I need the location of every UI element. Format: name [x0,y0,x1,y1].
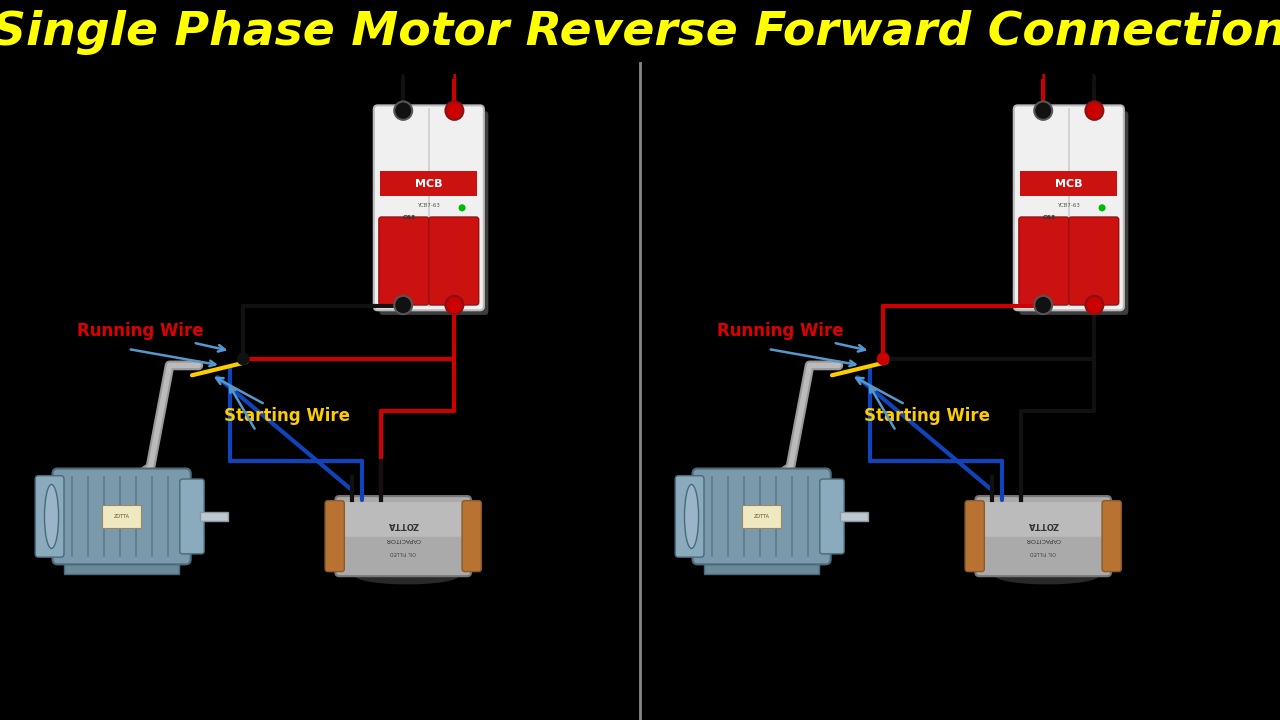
Text: C63: C63 [403,215,416,220]
Ellipse shape [45,485,59,549]
FancyBboxPatch shape [52,469,191,564]
FancyBboxPatch shape [374,105,484,310]
FancyBboxPatch shape [462,500,481,572]
Text: C63: C63 [1043,215,1056,220]
Text: YCB7-63: YCB7-63 [1057,203,1080,207]
FancyBboxPatch shape [343,502,465,537]
FancyBboxPatch shape [380,112,489,315]
FancyBboxPatch shape [335,496,471,576]
Text: N: N [396,63,411,83]
Text: MCB: MCB [415,179,443,189]
Text: CAPACITOR: CAPACITOR [1025,537,1061,542]
FancyBboxPatch shape [35,476,64,557]
Bar [1020,171,1117,196]
Text: Running Wire: Running Wire [77,322,225,351]
Bar [200,512,229,521]
FancyBboxPatch shape [429,217,479,305]
Circle shape [237,352,250,366]
FancyBboxPatch shape [975,496,1111,576]
Circle shape [1098,204,1106,212]
Circle shape [1034,296,1052,314]
Bar [380,171,477,196]
FancyBboxPatch shape [1102,500,1121,572]
Circle shape [445,102,463,120]
FancyBboxPatch shape [64,559,179,574]
Bar [102,505,141,528]
Text: CAPACITOR: CAPACITOR [385,537,421,542]
Ellipse shape [356,568,458,585]
FancyBboxPatch shape [965,500,984,572]
Circle shape [1034,102,1052,120]
Text: ZOTTA: ZOTTA [114,514,129,519]
FancyBboxPatch shape [820,479,845,554]
Circle shape [1085,296,1103,314]
Text: Forward Connection: Forward Connection [178,675,462,699]
FancyBboxPatch shape [325,500,344,572]
Ellipse shape [996,568,1098,585]
Text: N: N [1087,63,1102,83]
FancyBboxPatch shape [1069,217,1119,305]
Text: YCB7-63: YCB7-63 [417,203,440,207]
Text: Reverse Connection: Reverse Connection [819,675,1101,699]
FancyBboxPatch shape [692,469,831,564]
Text: ZOTTA: ZOTTA [388,520,419,528]
Text: Single Phase Motor Reverse Forward Connection: Single Phase Motor Reverse Forward Conne… [0,11,1280,55]
FancyBboxPatch shape [1014,105,1124,310]
Text: OIL FILLED: OIL FILLED [1030,550,1056,555]
Text: MCB: MCB [1055,179,1083,189]
Text: P: P [447,63,462,83]
Circle shape [877,352,890,366]
FancyBboxPatch shape [983,502,1103,537]
Text: Starting Wire: Starting Wire [856,378,989,426]
Circle shape [394,296,412,314]
Text: Starting Wire: Starting Wire [216,378,349,426]
FancyBboxPatch shape [676,476,704,557]
Text: Running Wire: Running Wire [717,322,865,351]
Circle shape [1085,102,1103,120]
FancyBboxPatch shape [179,479,205,554]
Text: OIL FILLED: OIL FILLED [390,550,416,555]
Ellipse shape [685,485,699,549]
Circle shape [394,102,412,120]
FancyBboxPatch shape [1019,217,1069,305]
Text: P: P [1036,63,1051,83]
Circle shape [445,296,463,314]
Bar [840,512,869,521]
FancyBboxPatch shape [704,559,819,574]
Text: ZOTTA: ZOTTA [754,514,769,519]
Bar [742,505,781,528]
FancyBboxPatch shape [379,217,429,305]
Text: ZOTTA: ZOTTA [1028,520,1059,528]
FancyBboxPatch shape [1019,112,1129,315]
Circle shape [458,204,466,212]
